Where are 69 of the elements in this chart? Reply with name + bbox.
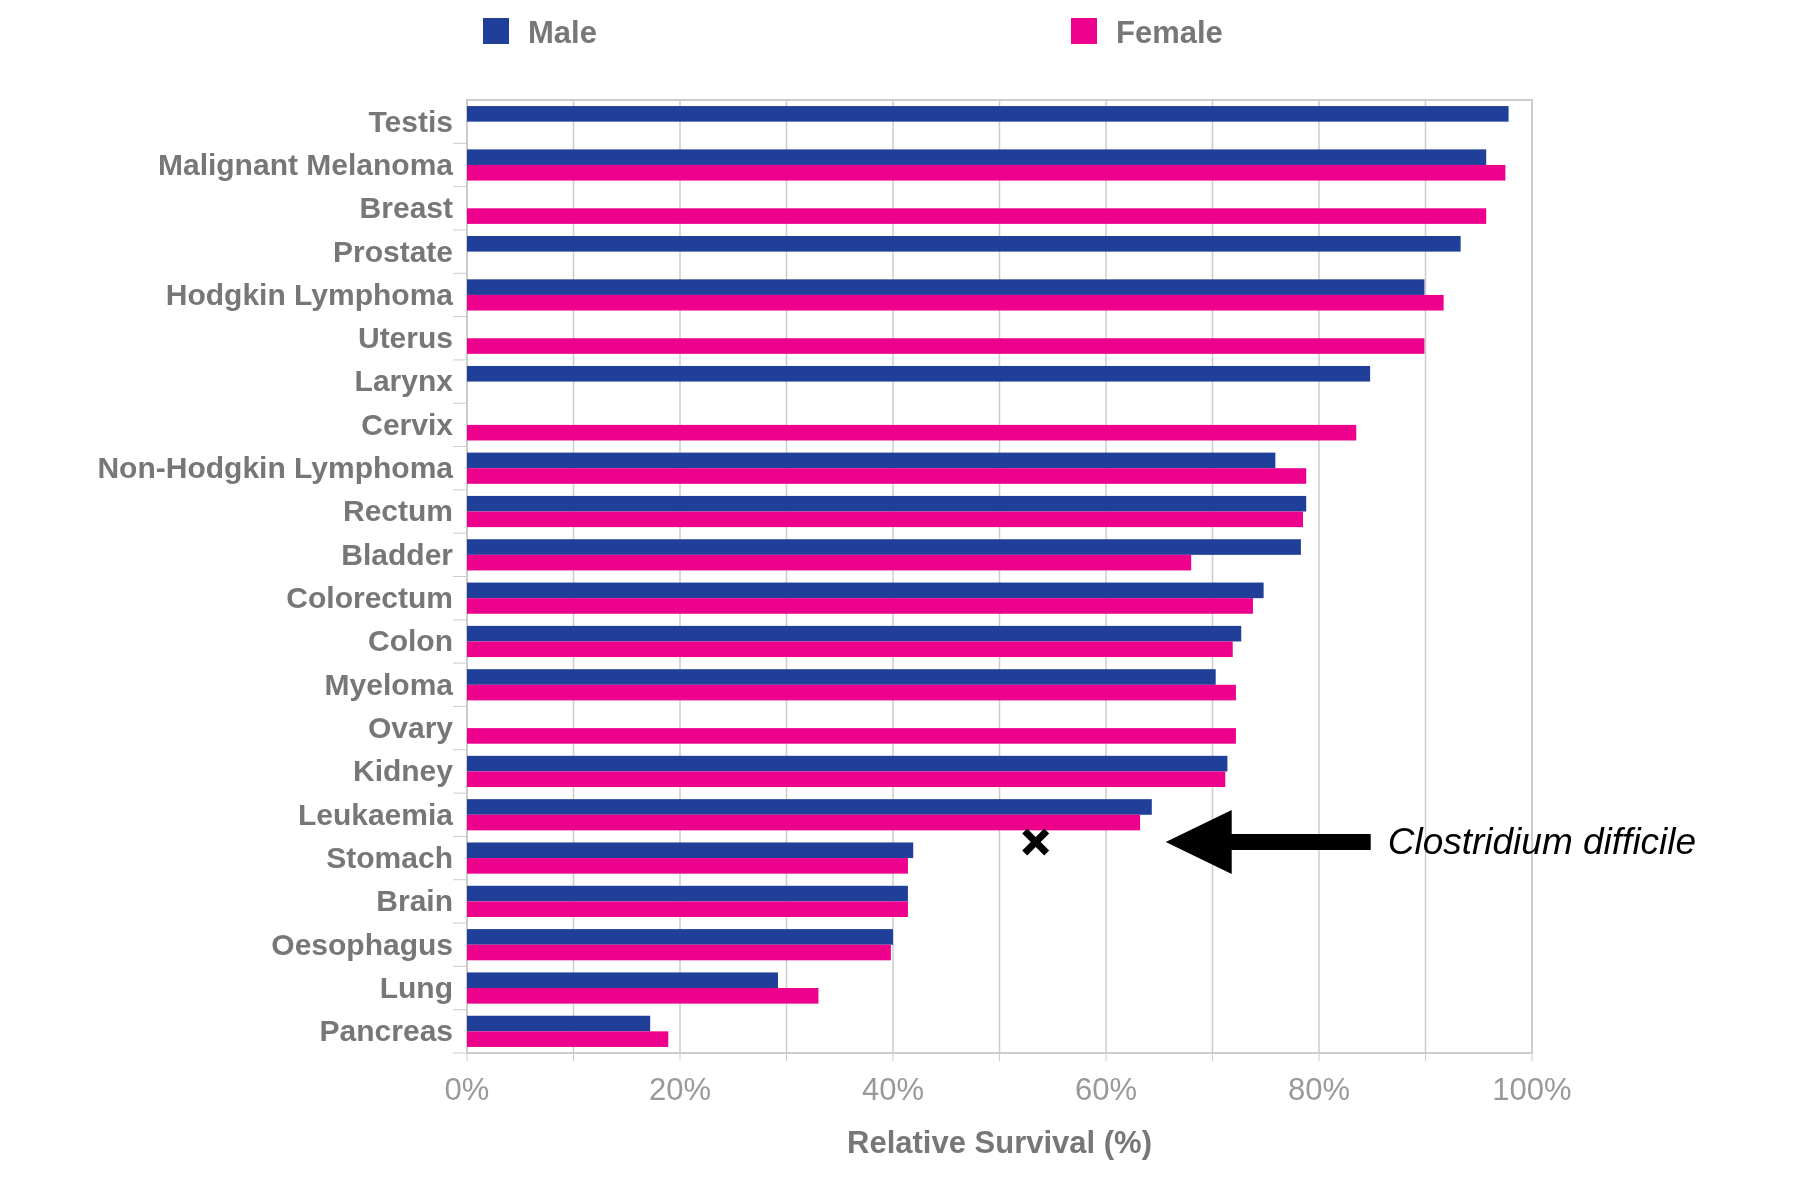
- x-tick-label: 60%: [1074, 1072, 1138, 1107]
- y-tick-label: Oesophagus: [271, 927, 453, 961]
- bar: [467, 106, 1509, 122]
- bar: [467, 842, 914, 859]
- bar: [467, 684, 1236, 701]
- y-tick-label: Leukaemia: [297, 797, 454, 831]
- x-tick-label: 0%: [444, 1072, 490, 1107]
- bar: [467, 1015, 651, 1032]
- bar: [467, 641, 1233, 658]
- y-tick-label: Rectum: [342, 494, 453, 528]
- bar: [467, 468, 1307, 484]
- y-tick-label: Bladder: [341, 537, 454, 571]
- bar: [467, 554, 1192, 571]
- x-axis-title: Relative Survival (%): [847, 1125, 1152, 1160]
- bar: [467, 858, 908, 874]
- y-tick-label: Ovary: [367, 711, 454, 745]
- bar: [467, 929, 893, 945]
- bar: [467, 669, 1216, 685]
- y-tick-label: Prostate: [332, 234, 453, 268]
- y-tick-label: Colon: [368, 624, 453, 658]
- y-tick-label: Lung: [379, 970, 453, 1004]
- y-tick-label: Uterus: [357, 321, 453, 355]
- bar: [467, 944, 891, 961]
- x-tick-label: 80%: [1287, 1072, 1351, 1107]
- y-tick-label: Brain: [376, 884, 453, 918]
- legend-label: Female: [1116, 15, 1223, 50]
- y-tick-label: Malignant Melanoma: [157, 147, 454, 181]
- x-tick-label: 40%: [861, 1072, 925, 1107]
- x-tick-label: 20%: [648, 1072, 712, 1107]
- bar: [467, 814, 1141, 831]
- y-tick-label: Testis: [368, 104, 453, 138]
- bar: [467, 582, 1264, 599]
- bar: [467, 598, 1253, 614]
- y-tick-label: Colorectum: [286, 581, 453, 615]
- bar: [467, 294, 1444, 311]
- bar: [467, 625, 1242, 642]
- bar: [467, 495, 1307, 512]
- bar: [467, 452, 1276, 469]
- bar: [467, 728, 1236, 744]
- y-tick-label: Cervix: [361, 407, 454, 441]
- y-tick-label: Kidney: [352, 754, 454, 788]
- y-tick-label: Stomach: [326, 840, 453, 874]
- bar: [467, 885, 908, 902]
- y-tick-label: Breast: [359, 191, 453, 225]
- bar: [467, 208, 1487, 224]
- x-tick-label: 100%: [1492, 1072, 1572, 1107]
- bar: [467, 755, 1228, 772]
- bar: [467, 972, 778, 989]
- annotation: Clostridium difficile: [1387, 821, 1697, 863]
- bar: [467, 164, 1506, 181]
- bar: [467, 988, 819, 1004]
- bar: [467, 236, 1461, 252]
- bar: [467, 511, 1304, 528]
- bar: [467, 1031, 669, 1047]
- bar: [467, 771, 1226, 788]
- bar: [467, 799, 1152, 815]
- bar: [467, 338, 1425, 354]
- legend-label: Male: [528, 15, 597, 50]
- bar: [467, 539, 1301, 555]
- bar: [467, 365, 1371, 382]
- bar: [467, 279, 1425, 295]
- y-tick-label: Pancreas: [319, 1014, 453, 1048]
- y-tick-label: Non-Hodgkin Lymphoma: [97, 451, 454, 485]
- bar: [467, 424, 1357, 441]
- y-tick-label: Myeloma: [324, 667, 454, 701]
- y-tick-label: Hodgkin Lymphoma: [165, 277, 454, 311]
- bar: [467, 149, 1487, 165]
- bar: [467, 901, 908, 917]
- y-tick-label: Larynx: [354, 364, 454, 398]
